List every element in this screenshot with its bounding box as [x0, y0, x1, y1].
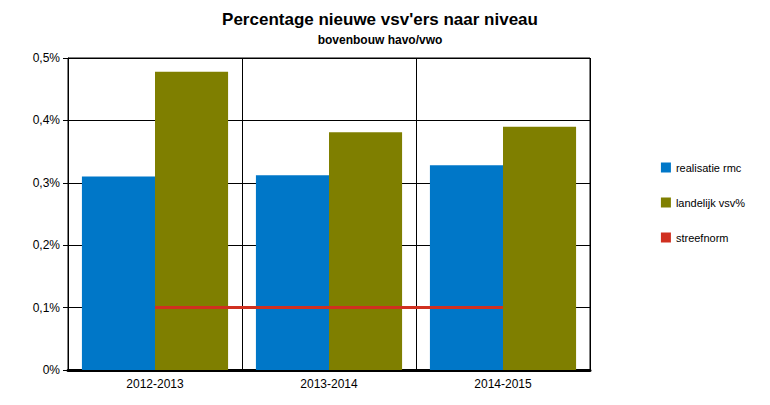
svg-text:0,1%: 0,1%: [33, 301, 61, 315]
svg-text:landelijk vsv%: landelijk vsv%: [676, 197, 745, 209]
svg-text:realisatie rmc: realisatie rmc: [676, 162, 742, 174]
svg-text:streefnorm: streefnorm: [676, 232, 729, 244]
svg-text:bovenbouw havo/vwo: bovenbouw havo/vwo: [318, 33, 443, 47]
svg-text:Percentage nieuwe vsv'ers naar: Percentage nieuwe vsv'ers naar niveau: [222, 10, 538, 29]
svg-text:2014-2015: 2014-2015: [474, 377, 532, 391]
svg-text:2012-2013: 2012-2013: [126, 377, 184, 391]
svg-text:0%: 0%: [43, 363, 61, 377]
svg-text:0,2%: 0,2%: [33, 238, 61, 252]
svg-text:0,5%: 0,5%: [33, 51, 61, 65]
svg-text:0,3%: 0,3%: [33, 176, 61, 190]
svg-text:0,4%: 0,4%: [33, 113, 61, 127]
svg-text:2013-2014: 2013-2014: [300, 377, 358, 391]
